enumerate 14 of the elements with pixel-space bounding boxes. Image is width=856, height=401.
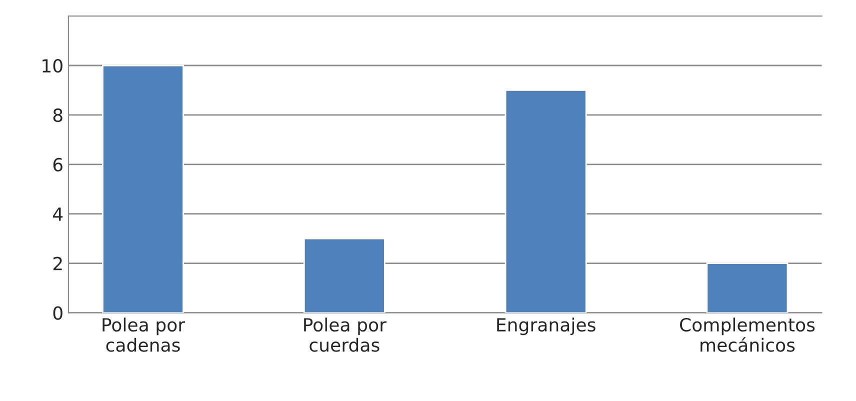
bar bbox=[102, 64, 184, 313]
x-tick-label: Polea por cuerdas bbox=[304, 318, 386, 352]
x-tick-label: Complementos mecánicos bbox=[680, 318, 815, 352]
bar bbox=[303, 238, 386, 313]
y-tick-label: 0 bbox=[53, 306, 62, 320]
bar bbox=[504, 90, 587, 313]
x-tick-label: Polea por cadenas bbox=[102, 318, 186, 352]
y-tick-label: 10 bbox=[42, 58, 62, 73]
y-tick-label: 8 bbox=[53, 108, 62, 122]
bar bbox=[706, 262, 788, 313]
x-tick-label: Engranajes bbox=[497, 318, 596, 336]
y-tick-label: 6 bbox=[53, 158, 62, 172]
y-tick-label: 2 bbox=[53, 256, 62, 270]
y-tick-label: 4 bbox=[53, 208, 63, 221]
